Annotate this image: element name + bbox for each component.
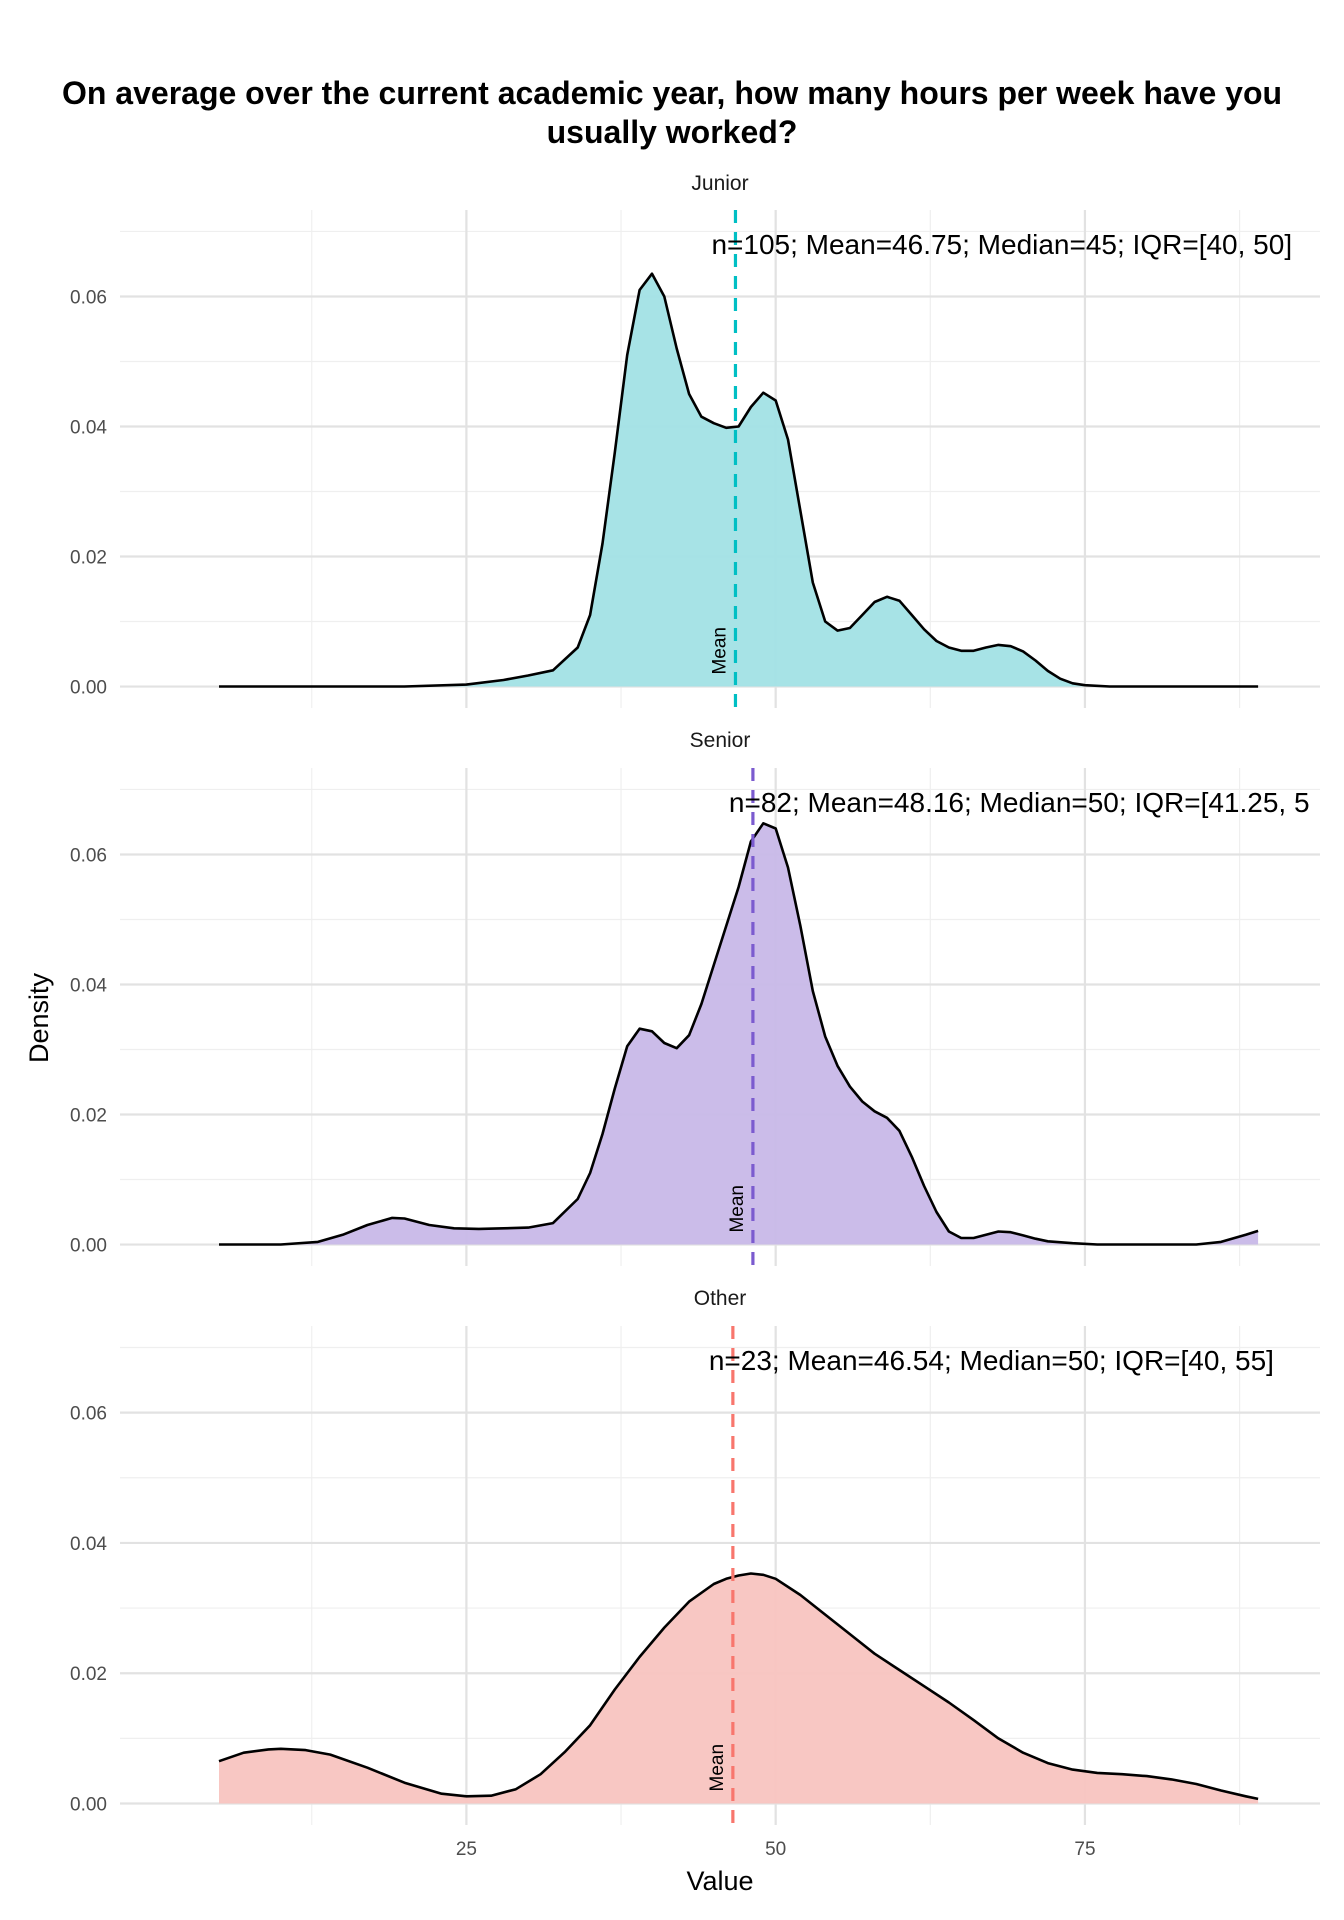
facet-label-other: Other <box>694 1287 747 1310</box>
y-tick-label: 0.02 <box>70 548 107 569</box>
y-tick-label: 0.00 <box>70 678 107 699</box>
y-tick-label: 0.06 <box>70 845 107 866</box>
y-tick-label: 0.02 <box>70 1664 107 1685</box>
stats-annotation-senior: n=82; Mean=48.16; Median=50; IQR=[41.25,… <box>729 787 1310 818</box>
density-area-other <box>219 1573 1259 1804</box>
x-tick-label: 50 <box>765 1839 786 1860</box>
y-tick-label: 0.04 <box>70 1534 107 1555</box>
x-tick-label: 25 <box>456 1839 477 1860</box>
mean-label: Mean <box>727 1185 748 1233</box>
facet-label-junior: Junior <box>691 172 748 195</box>
y-tick-label: 0.06 <box>70 287 107 308</box>
panel-junior: 0.00 0.02 0.04 0.06 Mean n=105; Mean=46.75; M… <box>70 172 1320 708</box>
y-tick-label: 0.00 <box>70 1795 107 1816</box>
y-tick-label: 0.06 <box>70 1404 107 1425</box>
density-line-senior <box>219 822 1259 1246</box>
mean-label: Mean <box>707 1744 728 1792</box>
panel-other: 0.00 0.02 0.04 0.06 Mean n=23; Mean=46.54; Me… <box>70 1287 1320 1825</box>
facet-label-senior: Senior <box>690 729 751 752</box>
x-axis-title: Value <box>686 1866 753 1896</box>
density-area-junior <box>219 273 1259 687</box>
y-axis-title: Density <box>24 972 54 1063</box>
stats-annotation-junior: n=105; Mean=46.75; Median=45; IQR=[40, 5… <box>711 229 1292 260</box>
y-tick-label: 0.00 <box>70 1236 107 1257</box>
x-tick-label: 75 <box>1074 1839 1095 1860</box>
y-tick-label: 0.02 <box>70 1106 107 1127</box>
density-line-other <box>218 1572 1259 1801</box>
chart-title: On average over the current academic yea… <box>61 75 1283 150</box>
mean-label: Mean <box>709 627 730 675</box>
density-area-senior <box>219 823 1259 1245</box>
panel-senior: 0.00 0.02 0.04 0.06 Mean n=82; Mean=48.16; Me… <box>70 729 1320 1266</box>
density-line-junior <box>219 272 1259 688</box>
y-tick-label: 0.04 <box>70 975 107 996</box>
stats-annotation-other: n=23; Mean=46.54; Median=50; IQR=[40, 55… <box>709 1345 1274 1376</box>
y-tick-label: 0.04 <box>70 417 107 438</box>
